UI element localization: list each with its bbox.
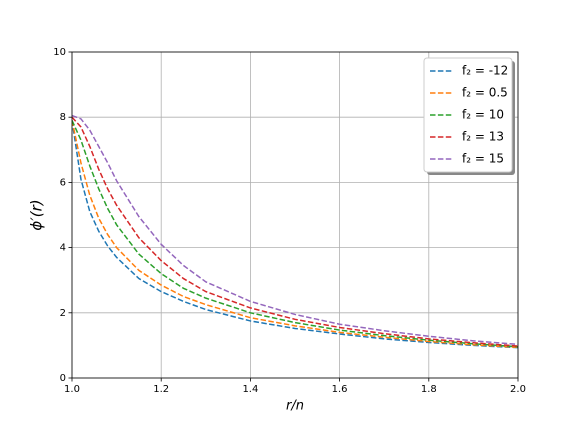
legend-label: f₂ = -12 <box>462 64 508 78</box>
y-tick-label: 6 <box>60 177 66 188</box>
data-line <box>72 120 518 348</box>
y-tick-label: 2 <box>60 308 66 319</box>
x-tick-label: 1.6 <box>332 384 348 395</box>
plot-frame <box>71 51 519 379</box>
legend-label: f₂ = 13 <box>462 130 504 144</box>
y-tick-label: 8 <box>60 112 66 123</box>
data-line <box>72 116 518 347</box>
x-axis-label: r/n <box>286 399 304 414</box>
legend-label: f₂ = 10 <box>462 108 504 122</box>
y-tick-label: 0 <box>60 373 66 384</box>
y-axis-label: ϕ′(r) <box>28 199 46 230</box>
legend <box>423 57 513 173</box>
x-tick-label: 1.8 <box>421 384 437 395</box>
x-tick-label: 1.2 <box>153 384 169 395</box>
legend-label: f₂ = 0.5 <box>462 86 508 100</box>
x-tick-label: 2.0 <box>510 384 526 395</box>
data-line <box>72 120 518 349</box>
x-tick-label: 1.4 <box>242 384 258 395</box>
legend-label: f₂ = 15 <box>462 152 504 166</box>
data-line <box>72 114 518 346</box>
y-tick-label: 4 <box>60 243 66 254</box>
y-tick-label: 10 <box>53 47 66 58</box>
x-tick-label: 1.0 <box>64 384 80 395</box>
